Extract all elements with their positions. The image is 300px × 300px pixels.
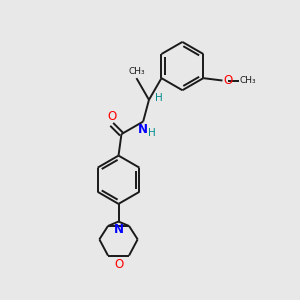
Text: CH₃: CH₃ [128,67,145,76]
Text: N: N [138,123,148,136]
Text: H: H [148,128,156,138]
Text: CH₃: CH₃ [239,76,256,85]
Text: H: H [155,93,163,103]
Text: O: O [114,258,123,271]
Text: O: O [107,110,116,123]
Text: N: N [113,223,124,236]
Text: O: O [223,74,232,87]
